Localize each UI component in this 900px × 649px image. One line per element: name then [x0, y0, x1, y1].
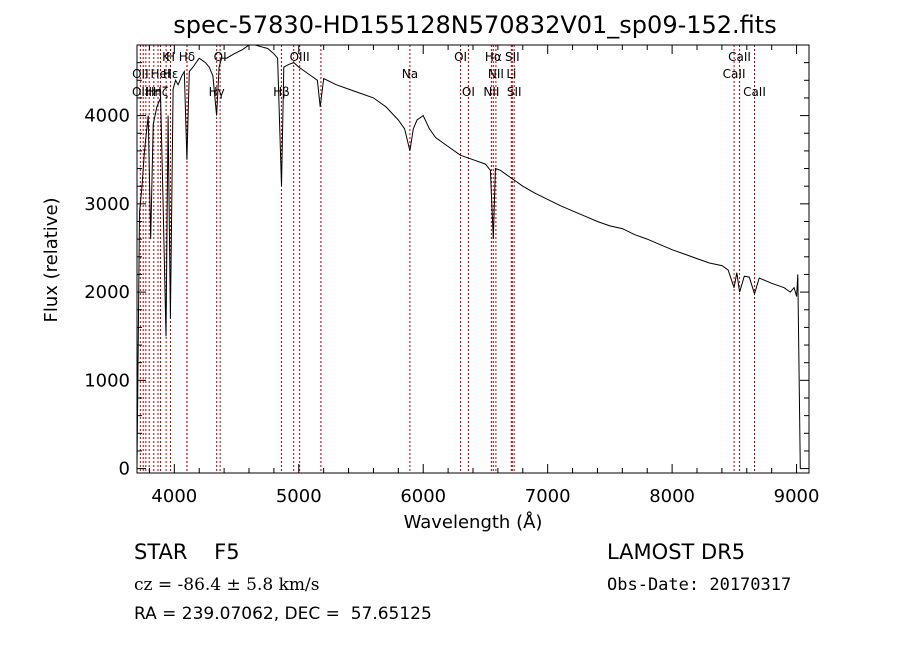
- line-label: Hε: [163, 67, 179, 81]
- chart-title: spec-57830-HD155128N570832V01_sp09-152.f…: [173, 11, 776, 39]
- line-label: K: [162, 50, 171, 64]
- line-label: NII: [488, 67, 504, 81]
- spectrum-line: [136, 44, 801, 469]
- line-label: Li: [506, 67, 516, 81]
- y-axis-label: Flux (relative): [41, 197, 62, 322]
- line-label: Hζ: [153, 85, 169, 99]
- line-label: NII: [483, 85, 499, 99]
- x-tick-label: 7000: [525, 486, 571, 507]
- line-label: HeI: [151, 67, 171, 81]
- spectral-class: STAR F5: [134, 540, 240, 564]
- line-label: Hγ: [209, 85, 225, 99]
- y-tick-label: 3000: [84, 194, 130, 215]
- redshift-velocity: cz = -86.4 ± 5.8 km/s: [134, 575, 320, 595]
- ra-dec-coordinates: RA = 239.07062, DEC = 57.65125: [134, 604, 432, 624]
- x-tick-label: 5000: [276, 486, 322, 507]
- line-label: OI: [454, 50, 467, 64]
- line-label: CaII: [723, 67, 746, 81]
- line-label: Hδ: [179, 50, 195, 64]
- line-label: Na: [402, 67, 418, 81]
- x-tick-label: 4000: [151, 486, 197, 507]
- y-tick-label: 1000: [84, 370, 130, 391]
- observation-date: Obs-Date: 20170317: [607, 575, 792, 595]
- line-label: CaII: [743, 85, 766, 99]
- x-tick-label: 6000: [400, 486, 446, 507]
- line-label: Hβ: [273, 85, 290, 99]
- x-tick-label: 9000: [774, 486, 820, 507]
- spectrum-chart: 4000 5000 6000 7000 8000 9000 0 1000 2000 3000 400…: [41, 11, 820, 533]
- line-label: OIII: [132, 85, 152, 99]
- line-label: Hη: [145, 85, 162, 99]
- line-label: CaII: [728, 50, 751, 64]
- line-label: SII: [505, 50, 520, 64]
- plot-frame: [136, 44, 810, 474]
- survey-name: LAMOST DR5: [607, 540, 746, 564]
- line-label: Hα: [485, 50, 502, 64]
- line-label: OII: [132, 67, 149, 81]
- x-axis-label: Wavelength (Å): [404, 511, 543, 533]
- line-label: SII: [507, 85, 522, 99]
- line-label: H: [166, 50, 175, 64]
- x-tick-label: 8000: [649, 486, 695, 507]
- y-tick-label: 0: [119, 459, 130, 480]
- y-tick-label: 4000: [84, 106, 130, 127]
- line-label: OI: [462, 85, 475, 99]
- line-label: OIII: [290, 50, 310, 64]
- line-label: OI: [214, 50, 227, 64]
- y-tick-label: 2000: [84, 282, 130, 303]
